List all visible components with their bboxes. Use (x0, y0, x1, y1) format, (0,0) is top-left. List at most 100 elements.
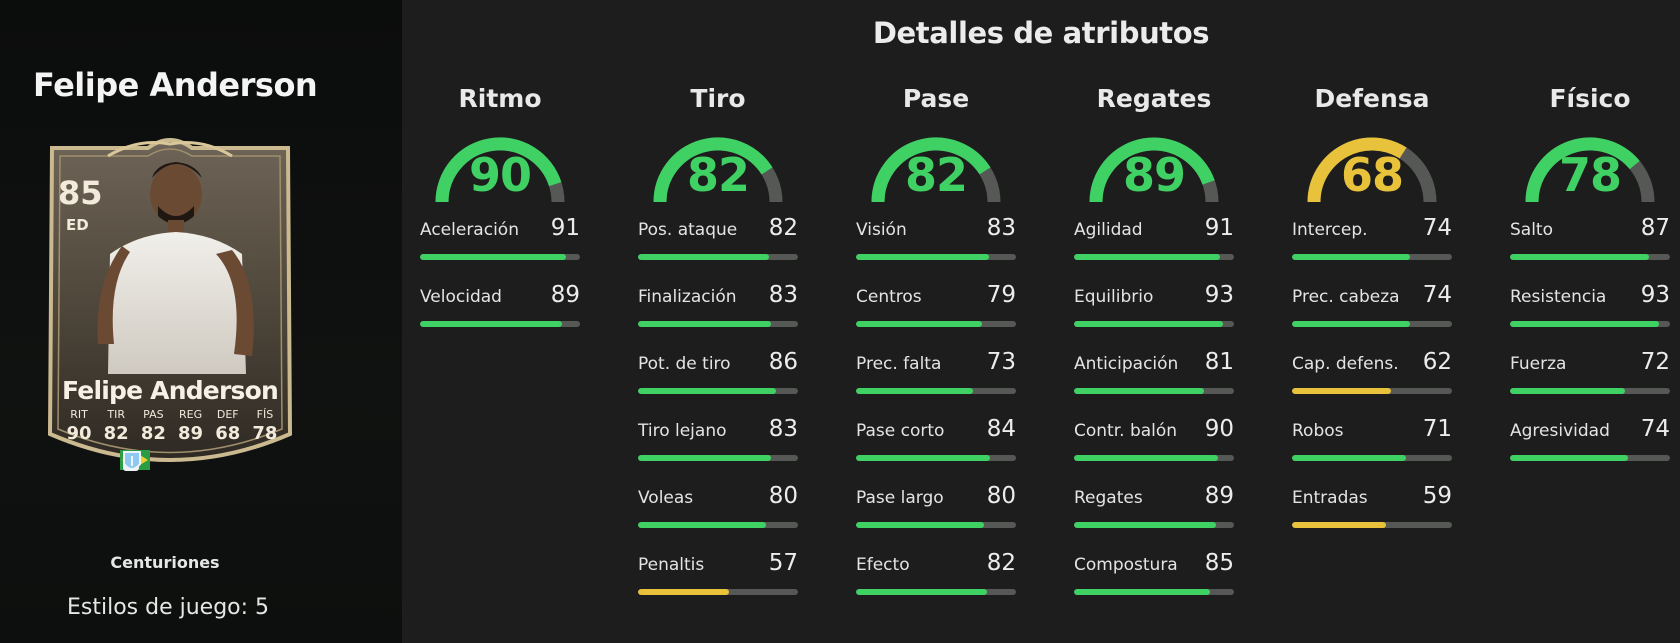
category-title: Regates (1096, 84, 1212, 113)
card-position: ED (66, 216, 89, 234)
attribute-stat: Anticipación 81 (1074, 344, 1234, 411)
stat-bar-fill (1510, 321, 1659, 327)
stat-value: 59 (1422, 483, 1452, 509)
stat-value: 84 (986, 416, 1016, 442)
stat-value: 82 (986, 550, 1016, 576)
stat-bar-fill (1510, 388, 1626, 394)
stat-bar (856, 455, 1016, 461)
stat-row: Aceleración 91 (420, 210, 580, 250)
stat-bar (1510, 455, 1670, 461)
player-panel: Felipe Anderson (0, 0, 402, 643)
card-stat-label: PAS (143, 408, 164, 421)
stat-name: Salto (1510, 220, 1553, 240)
stat-bar-fill (638, 522, 766, 528)
stat-value: 91 (550, 215, 580, 241)
category-value: 89 (1122, 148, 1186, 202)
stat-bar-fill (1074, 388, 1204, 394)
card-stat-pas: PAS 82 (136, 408, 170, 444)
card-stat-label: REG (179, 408, 203, 421)
category-title: Físico (1549, 84, 1631, 113)
gauge-arc (871, 137, 1001, 203)
stat-row: Contr. balón 90 (1074, 411, 1234, 451)
stat-bar-fill (1074, 589, 1210, 595)
card-stat-value: 68 (215, 423, 241, 444)
category-title: Pase (902, 84, 970, 113)
stat-value: 74 (1640, 416, 1670, 442)
gauge-fill (871, 137, 991, 203)
stat-bar-fill (1510, 455, 1629, 461)
stat-name: Fuerza (1510, 354, 1567, 374)
stat-bar (1074, 254, 1234, 260)
stat-value: 93 (1640, 282, 1670, 308)
attribute-stat: Salto 87 (1510, 210, 1670, 277)
category-title: Tiro (690, 84, 746, 113)
category-value: 82 (686, 148, 750, 202)
club-crest-icon (123, 451, 141, 470)
gauge-arc (1307, 137, 1437, 203)
stat-row: Centros 79 (856, 277, 1016, 317)
stat-row: Tiro lejano 83 (638, 411, 798, 451)
stat-value: 83 (768, 282, 798, 308)
stat-row: Prec. falta 73 (856, 344, 1016, 384)
attribute-stat: Pos. ataque 82 (638, 210, 798, 277)
stat-bar (1074, 388, 1234, 394)
stat-bar (1510, 388, 1670, 394)
category-value: 78 (1558, 148, 1622, 202)
attribute-stat: Entradas 59 (1292, 478, 1452, 545)
card-frame (47, 138, 293, 462)
stat-bar-fill (1074, 254, 1220, 260)
stat-name: Compostura (1074, 555, 1178, 575)
card-stat-value: 82 (140, 423, 166, 444)
stat-bar-fill (856, 254, 989, 260)
stat-bar-fill (856, 522, 984, 528)
stat-row: Salto 87 (1510, 210, 1670, 250)
stat-row: Prec. cabeza 74 (1292, 277, 1452, 317)
card-stat-label: DEF (216, 408, 239, 421)
stat-name: Prec. cabeza (1292, 287, 1400, 307)
gauge-arc (1089, 137, 1219, 203)
stat-value: 80 (986, 483, 1016, 509)
stat-bar (1074, 455, 1234, 461)
attribute-stat: Contr. balón 90 (1074, 411, 1234, 478)
attribute-stat: Tiro lejano 83 (638, 411, 798, 478)
stat-name: Efecto (856, 555, 910, 575)
category-title: Ritmo (458, 84, 542, 113)
stat-name: Pase largo (856, 488, 944, 508)
stat-row: Pos. ataque 82 (638, 210, 798, 250)
stat-value: 83 (768, 416, 798, 442)
attribute-stat: Equilibrio 93 (1074, 277, 1234, 344)
stat-row: Entradas 59 (1292, 478, 1452, 518)
stat-bar (1292, 455, 1452, 461)
player-name: Felipe Anderson (33, 66, 318, 104)
stat-row: Voleas 80 (638, 478, 798, 518)
stat-name: Voleas (638, 488, 694, 508)
stat-bar-fill (1292, 254, 1411, 260)
stat-bar (638, 522, 798, 528)
stat-name: Tiro lejano (638, 421, 727, 441)
category-value: 90 (468, 148, 532, 202)
category-title: Defensa (1314, 84, 1430, 113)
stat-bar (856, 388, 1016, 394)
attribute-stat: Agilidad 91 (1074, 210, 1234, 277)
stat-name: Penaltis (638, 555, 705, 575)
gauge-arc (1525, 137, 1655, 203)
attribute-stat: Prec. cabeza 74 (1292, 277, 1452, 344)
playstyles-count: Estilos de juego: 5 (67, 595, 270, 620)
stat-bar (1292, 321, 1452, 327)
stat-name: Cap. defens. (1292, 354, 1399, 374)
stat-bar-fill (420, 254, 566, 260)
stat-bar-fill (856, 321, 983, 327)
attribute-stat: Visión 83 (856, 210, 1016, 277)
gauge-fill (1307, 137, 1407, 203)
stat-bar-fill (1074, 455, 1218, 461)
stat-bar (638, 589, 798, 595)
stat-row: Penaltis 57 (638, 545, 798, 585)
category-value: 82 (904, 148, 968, 202)
category-gauge: 82 (638, 126, 798, 210)
stat-row: Fuerza 72 (1510, 344, 1670, 384)
category-gauge: 78 (1510, 126, 1670, 210)
stat-name: Finalización (638, 287, 737, 307)
stat-row: Agilidad 91 (1074, 210, 1234, 250)
stat-value: 57 (768, 550, 798, 576)
category-gauge: 90 (420, 126, 580, 210)
